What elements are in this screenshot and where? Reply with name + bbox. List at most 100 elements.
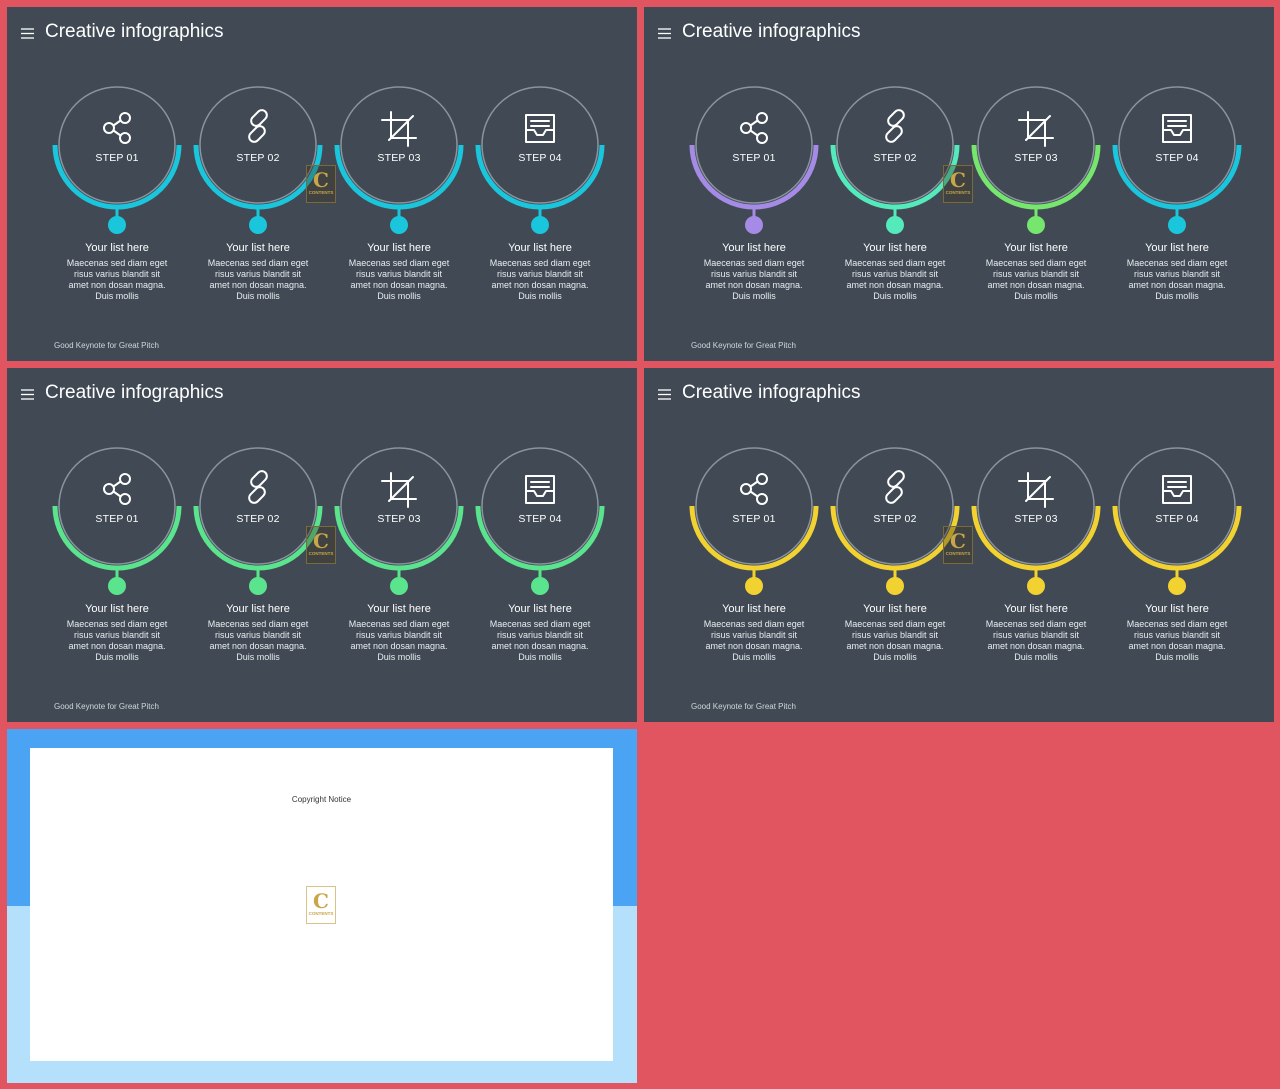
logo-letter: C	[950, 168, 966, 192]
step-description-line: Maecenas sed diam eget	[348, 258, 450, 268]
step-text: Your list here Maecenas sed diam eget risu…	[1115, 242, 1239, 302]
step-marker	[971, 447, 1101, 595]
link-icon	[248, 109, 268, 143]
step-description-line: risus varius blandit sit	[496, 630, 584, 640]
step-label: STEP 04	[1155, 152, 1199, 164]
step-description-line: Maecenas sed diam eget	[66, 258, 168, 268]
logo-letter: C	[313, 168, 329, 192]
step-description-line: Duis mollis	[873, 291, 917, 301]
step-ring	[340, 86, 458, 204]
step-heading: Your list here	[1145, 242, 1209, 254]
logo-subtext: CONTENTS	[308, 911, 334, 916]
step-description-line: risus varius blandit sit	[851, 269, 939, 279]
step-ring	[836, 447, 954, 565]
step-description-line: risus varius blandit sit	[73, 630, 161, 640]
step-description-line: Maecenas sed diam eget	[207, 619, 309, 629]
step-label: STEP 03	[377, 513, 421, 525]
step-dot	[390, 216, 408, 234]
step-heading: Your list here	[863, 603, 927, 615]
logo-subtext: CONTENTS	[308, 190, 334, 195]
step-dot	[249, 216, 267, 234]
step-marker	[334, 447, 464, 595]
step-description-line: risus varius blandit sit	[73, 269, 161, 279]
step-description-line: amet non dosan magna.	[491, 280, 589, 290]
step-text: Your list here Maecenas sed diam eget risu…	[833, 603, 957, 663]
step-ring	[977, 86, 1095, 204]
step-description-line: amet non dosan magna.	[68, 280, 166, 290]
share-icon	[740, 473, 768, 505]
step-dot	[886, 577, 904, 595]
step-description-line: Maecenas sed diam eget	[985, 258, 1087, 268]
step-text: Your list here Maecenas sed diam eget risu…	[337, 603, 461, 663]
step-marker	[830, 86, 960, 234]
step-marker	[52, 86, 182, 234]
step-label: STEP 02	[873, 152, 917, 164]
steps-graphic	[52, 86, 605, 234]
step-description-line: Duis mollis	[518, 652, 562, 662]
step-text: Your list here Maecenas sed diam eget risu…	[478, 603, 602, 663]
step-description-line: amet non dosan magna.	[350, 641, 448, 651]
step-label: STEP 02	[236, 513, 280, 525]
crop-icon	[381, 472, 417, 508]
step-dot	[886, 216, 904, 234]
step-heading: Your list here	[722, 242, 786, 254]
step-dot	[249, 577, 267, 595]
step-description-line: Maecenas sed diam eget	[489, 258, 591, 268]
step-description-line: amet non dosan magna.	[68, 641, 166, 651]
contents-logo: C CONTENTS	[306, 526, 336, 564]
step-description-line: Duis mollis	[732, 291, 776, 301]
menu-icon	[658, 26, 671, 44]
contents-logo: C CONTENTS	[943, 165, 973, 203]
link-icon	[885, 470, 905, 504]
contents-logo: C CONTENTS	[943, 526, 973, 564]
step-label: STEP 01	[732, 513, 776, 525]
step-ring	[481, 447, 599, 565]
step-description-line: Duis mollis	[1155, 652, 1199, 662]
step-marker	[1112, 86, 1242, 234]
logo-subtext: CONTENTS	[945, 551, 971, 556]
step-marker	[971, 86, 1101, 234]
menu-icon	[21, 387, 34, 405]
step-description-line: Duis mollis	[732, 652, 776, 662]
step-marker	[689, 86, 819, 234]
step-description-line: Duis mollis	[1014, 652, 1058, 662]
step-description-line: Duis mollis	[873, 652, 917, 662]
menu-icon	[658, 387, 671, 405]
step-ring	[977, 447, 1095, 565]
link-icon	[885, 109, 905, 143]
contents-logo: C CONTENTS	[306, 886, 336, 924]
step-dot	[390, 577, 408, 595]
menu-icon	[21, 26, 34, 44]
step-ring	[695, 86, 813, 204]
step-description-line: risus varius blandit sit	[710, 269, 798, 279]
step-description-line: amet non dosan magna.	[705, 280, 803, 290]
step-ring	[199, 447, 317, 565]
step-heading: Your list here	[367, 603, 431, 615]
slide-footer: Good Keynote for Great Pitch	[54, 702, 159, 711]
step-text: Your list here Maecenas sed diam eget risu…	[337, 242, 461, 302]
step-text: Your list here Maecenas sed diam eget risu…	[833, 242, 957, 302]
step-label: STEP 03	[1014, 513, 1058, 525]
logo-subtext: CONTENTS	[945, 190, 971, 195]
step-marker	[475, 447, 605, 595]
step-dot	[745, 577, 763, 595]
step-heading: Your list here	[508, 242, 572, 254]
slide-title: Creative infographics	[682, 382, 861, 403]
step-dot	[1027, 577, 1045, 595]
steps-graphic	[689, 86, 1242, 234]
step-ring	[199, 86, 317, 204]
step-marker	[830, 447, 960, 595]
copyright-card: Copyright Notice C CONTENTS	[30, 748, 613, 1061]
step-description-line: risus varius blandit sit	[214, 269, 302, 279]
step-description-line: Duis mollis	[236, 652, 280, 662]
step-ring	[1118, 86, 1236, 204]
step-description-line: Maecenas sed diam eget	[66, 619, 168, 629]
step-description-line: Maecenas sed diam eget	[489, 619, 591, 629]
step-description-line: risus varius blandit sit	[992, 269, 1080, 279]
step-heading: Your list here	[1004, 242, 1068, 254]
inbox-icon	[525, 114, 555, 143]
step-dot	[1027, 216, 1045, 234]
step-description-line: Duis mollis	[236, 291, 280, 301]
step-description-line: Maecenas sed diam eget	[703, 619, 805, 629]
step-heading: Your list here	[863, 242, 927, 254]
